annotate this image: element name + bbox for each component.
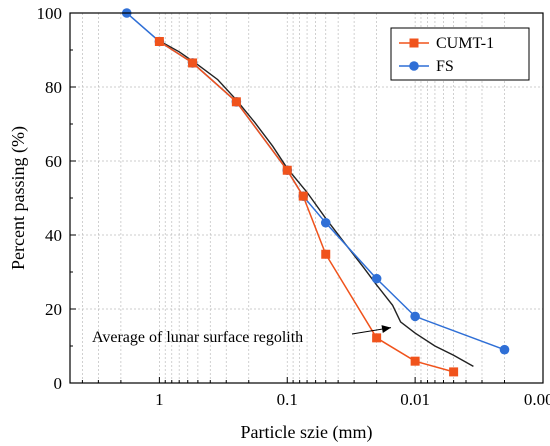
x-tick-label: 0.01 <box>400 390 430 409</box>
y-tick-label: 20 <box>45 300 62 319</box>
y-axis-title: Percent passing (%) <box>8 126 29 270</box>
legend-label-cumt1: CUMT-1 <box>436 35 494 52</box>
data-point-cumt1 <box>372 333 382 343</box>
annotation-arrowhead <box>381 325 391 333</box>
y-tick-label: 40 <box>45 226 62 245</box>
data-point-cumt1 <box>449 367 459 377</box>
legend: CUMT-1 FS <box>390 27 530 81</box>
data-point-fs <box>499 344 510 355</box>
x-tick-label: 0.001 <box>524 390 550 409</box>
data-point-cumt1 <box>321 249 331 259</box>
grid <box>70 13 543 383</box>
legend-marker-fs <box>409 61 419 71</box>
y-tick-label: 80 <box>45 78 62 97</box>
data-point-cumt1 <box>410 356 420 366</box>
data-point-fs <box>320 217 331 228</box>
series-layer <box>121 8 510 377</box>
data-point-fs <box>371 273 382 284</box>
data-point-fs <box>410 311 420 322</box>
legend-marker-cumt1 <box>409 38 419 48</box>
data-point-cumt1 <box>298 191 308 201</box>
y-tick-label: 0 <box>54 374 63 393</box>
data-point-cumt1 <box>231 97 241 107</box>
annotation-label: Average of lunar surface regolith <box>92 329 303 346</box>
x-axis-title: Particle szie (mm) <box>241 422 373 443</box>
data-point-cumt1 <box>154 36 164 46</box>
y-tick-label: 100 <box>37 4 63 23</box>
data-point-cumt1 <box>282 165 292 175</box>
data-point-cumt1 <box>188 58 198 68</box>
legend-box <box>390 27 530 81</box>
legend-label-fs: FS <box>436 58 454 75</box>
y-tick-label: 60 <box>45 152 62 171</box>
ticks: 1 0.1 0.01 0.001 0 20 40 60 80 100 <box>37 4 550 409</box>
x-tick-label: 0.1 <box>277 390 298 409</box>
x-tick-label: 1 <box>155 390 164 409</box>
